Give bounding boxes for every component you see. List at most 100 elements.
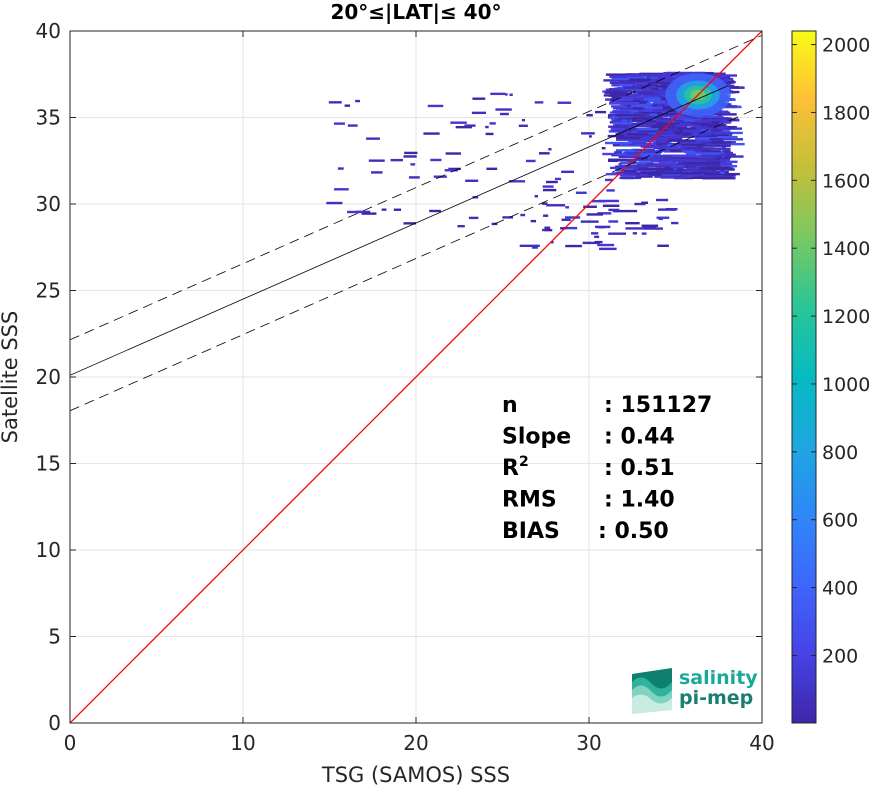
density-cell <box>607 159 619 163</box>
density-cell <box>526 159 536 163</box>
density-cell <box>468 216 479 220</box>
density-cell <box>429 209 441 213</box>
density-cell <box>704 74 738 77</box>
density-cell <box>611 83 619 87</box>
density-cell <box>698 115 724 119</box>
density-cell <box>649 113 658 116</box>
density-cell <box>694 120 711 123</box>
density-cell <box>334 188 349 191</box>
density-cell <box>713 174 726 178</box>
density-cell <box>605 73 636 76</box>
density-cell <box>580 220 599 223</box>
density-cell <box>678 117 689 120</box>
density-cell <box>614 209 638 213</box>
density-cell <box>603 94 629 97</box>
density-cell <box>657 244 669 247</box>
density-cell <box>636 157 648 160</box>
density-cell <box>543 214 549 217</box>
density-cell <box>609 81 636 84</box>
density-cell <box>672 154 702 158</box>
density-cell <box>618 168 649 172</box>
density-cell <box>599 247 617 251</box>
density-cell <box>368 159 385 162</box>
density-cell <box>344 104 351 107</box>
density-cell <box>670 149 682 153</box>
density-cell <box>485 132 494 136</box>
density-cell <box>650 125 677 128</box>
density-cell <box>627 119 631 122</box>
y-tick-label: 15 <box>36 452 61 476</box>
density-cell <box>654 112 677 116</box>
density-cell <box>709 135 738 139</box>
density-cell <box>658 162 677 165</box>
density-cell <box>685 152 721 155</box>
density-cell <box>696 128 701 132</box>
density-cell <box>589 135 592 138</box>
density-cell <box>699 167 719 170</box>
density-cell <box>623 86 631 90</box>
density-cell <box>639 79 660 83</box>
density-cell <box>613 159 629 162</box>
upper-bound-line <box>70 34 762 341</box>
x-tick-label: 40 <box>749 731 774 755</box>
density-cell <box>544 226 551 229</box>
density-cell <box>604 178 613 182</box>
density-cell <box>623 169 637 173</box>
density-cell <box>671 173 698 176</box>
density-cell <box>597 243 615 247</box>
density-cell <box>631 112 642 115</box>
density-cell <box>651 104 680 107</box>
density-cell <box>718 76 731 80</box>
y-axis-title: Satellite SSS <box>0 311 22 444</box>
density-cell <box>594 235 600 239</box>
density-cell <box>619 144 639 147</box>
density-cell <box>546 180 558 184</box>
density-cell <box>677 148 711 151</box>
density-cell <box>620 161 654 165</box>
density-cell <box>715 125 728 129</box>
density-cell <box>649 87 674 91</box>
density-cell <box>530 219 537 223</box>
density-cell <box>455 125 473 129</box>
density-cell <box>518 124 528 128</box>
density-cell <box>713 132 733 135</box>
density-cell <box>597 212 612 215</box>
density-cell <box>542 185 554 188</box>
density-cell <box>721 145 726 149</box>
y-tick-label: 35 <box>36 106 61 130</box>
density-cell <box>682 162 720 165</box>
density-cell <box>657 140 668 144</box>
density-cell <box>630 130 638 133</box>
density-cell <box>390 158 403 162</box>
density-cell <box>703 138 744 141</box>
density-cell <box>565 244 582 248</box>
density-cell <box>650 76 659 80</box>
density-cell <box>638 167 666 171</box>
density-cell <box>617 117 637 121</box>
density-cell <box>674 124 701 127</box>
x-tick-label: 30 <box>576 731 601 755</box>
density-cell <box>645 114 673 117</box>
density-cell <box>630 104 650 108</box>
density-cell <box>615 149 635 152</box>
y-tick-label: 10 <box>36 538 61 562</box>
density-cell <box>693 144 731 147</box>
colorbar-tick-label: 1200 <box>822 306 870 328</box>
density-cell <box>641 232 647 235</box>
density-cell <box>717 127 724 131</box>
density-cell <box>679 129 688 132</box>
density-cell <box>689 116 696 119</box>
density-cell <box>403 222 416 225</box>
density-cell <box>595 110 607 114</box>
density-cell <box>489 122 496 125</box>
density-cell <box>504 93 508 96</box>
density-cell <box>612 106 633 110</box>
density-cell <box>646 143 669 146</box>
density-cell <box>328 101 342 104</box>
wave-stack-icon <box>632 668 672 714</box>
density-cell <box>689 129 697 132</box>
density-cell <box>664 76 689 80</box>
density-cell <box>609 116 640 119</box>
density-cell <box>636 84 653 88</box>
